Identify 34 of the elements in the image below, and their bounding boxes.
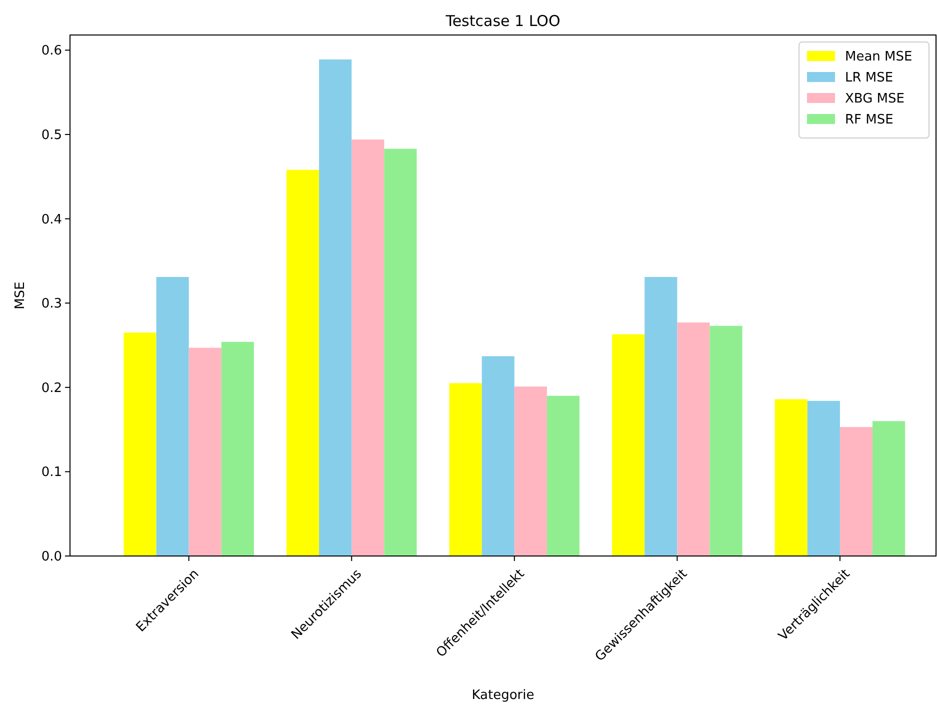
legend-label: RF MSE	[845, 112, 894, 128]
bar	[384, 148, 417, 556]
bar	[612, 334, 645, 556]
bar	[352, 140, 384, 556]
chart-title: Testcase 1 LOO	[444, 12, 560, 30]
bar	[710, 326, 742, 556]
y-tick-label: 0.4	[41, 212, 62, 228]
bar	[482, 356, 514, 556]
bar	[774, 399, 808, 556]
bar	[677, 322, 710, 556]
x-axis-title: Kategorie	[472, 688, 534, 703]
bar	[319, 59, 352, 556]
bar	[286, 170, 320, 556]
y-tick-label: 0.0	[41, 550, 62, 565]
bar	[188, 348, 222, 556]
bar	[840, 427, 873, 556]
bar	[872, 421, 906, 556]
y-tick-label: 0.6	[41, 44, 62, 59]
bar	[514, 386, 547, 556]
bar	[807, 400, 840, 556]
y-axis-title: MSE	[13, 282, 28, 310]
bar	[221, 342, 254, 556]
bar	[449, 383, 482, 556]
bar	[644, 276, 678, 556]
legend-label: LR MSE	[845, 70, 894, 86]
legend-label: XBG MSE	[845, 92, 904, 107]
y-tick-label: 0.1	[41, 465, 62, 480]
bar	[546, 396, 580, 556]
bar	[156, 276, 189, 556]
y-tick-label: 0.2	[41, 380, 62, 396]
bar	[124, 332, 156, 556]
legend-label: Mean MSE	[845, 50, 912, 65]
y-tick-label: 0.5	[41, 128, 62, 144]
y-tick-label: 0.3	[41, 296, 62, 312]
